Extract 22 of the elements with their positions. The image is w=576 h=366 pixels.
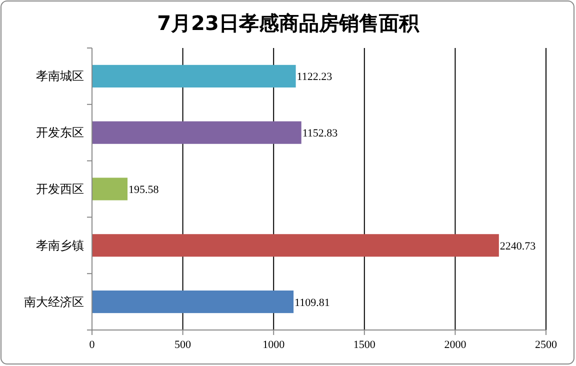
bar [92, 290, 294, 314]
bar [92, 121, 302, 144]
y-tick-label: 开发东区 [36, 126, 84, 140]
data-label: 195.58 [128, 184, 160, 196]
bar [92, 178, 128, 200]
x-tick-label: 0 [89, 339, 96, 351]
y-tick-label: 开发西区 [36, 182, 84, 196]
x-tick-label: 2000 [444, 339, 467, 351]
data-label: 2240.73 [500, 240, 536, 252]
bar [92, 234, 499, 257]
x-tick-label: 2500 [535, 339, 558, 351]
y-tick-label: 孝南乡镇 [36, 238, 84, 252]
data-label: 1109.81 [294, 296, 330, 309]
data-label: 1122.23 [296, 71, 333, 84]
y-tick-label: 孝南城区 [36, 69, 84, 84]
x-tick-label: 500 [174, 339, 192, 351]
x-tick-label: 1500 [353, 339, 376, 351]
chart-title: 7月23日孝感商品房销售面积 [157, 11, 420, 35]
data-label: 1152.83 [302, 128, 338, 140]
y-tick-label: 南大经济区 [24, 294, 84, 309]
x-tick-label: 1000 [262, 339, 286, 351]
bar [92, 64, 296, 88]
